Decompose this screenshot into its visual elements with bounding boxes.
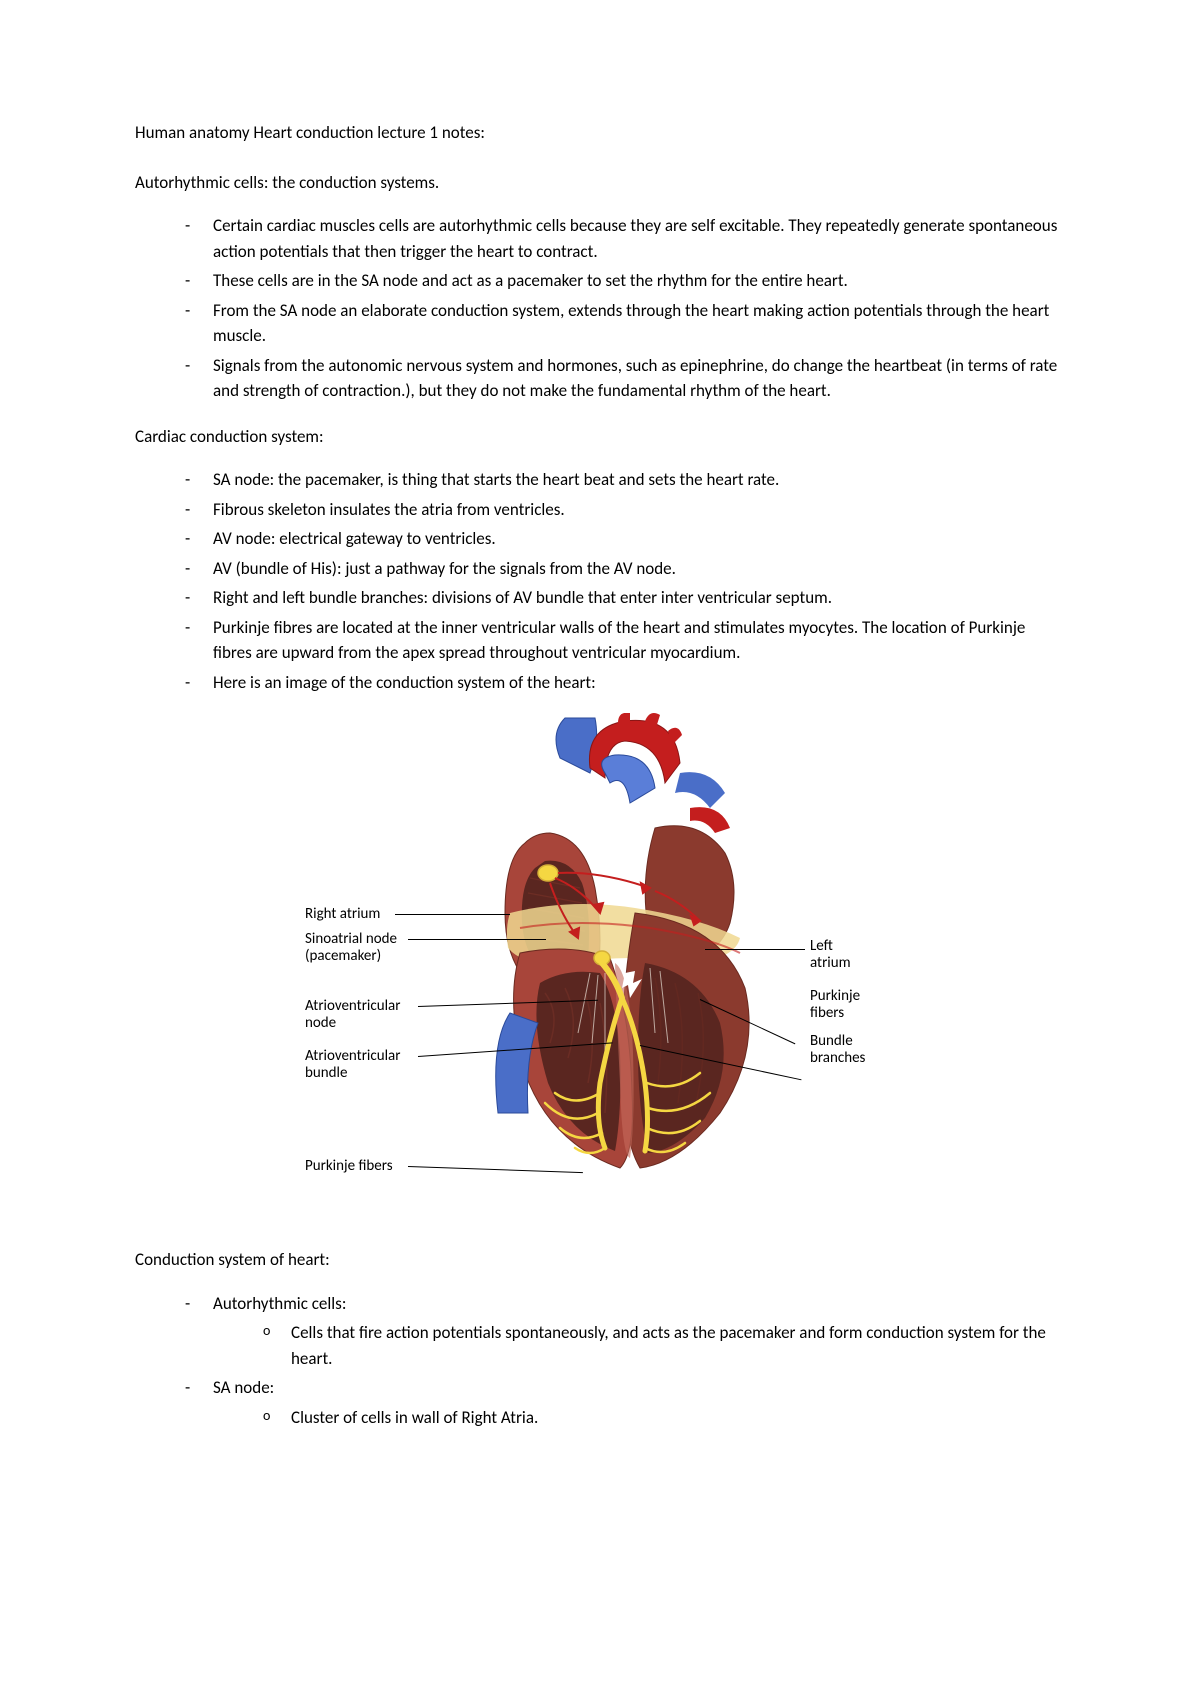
- list-item: Certain cardiac muscles cells are autorh…: [185, 213, 1065, 264]
- sublist-item: Cells that fire action potentials sponta…: [263, 1320, 1065, 1371]
- list-item: Signals from the autonomic nervous syste…: [185, 353, 1065, 404]
- diagram-label-left-atrium: Left atrium: [810, 938, 851, 973]
- leader-line: [408, 939, 546, 940]
- section3-list: Autorhythmic cells: Cells that fire acti…: [135, 1291, 1065, 1431]
- page-title: Human anatomy Heart conduction lecture 1…: [135, 120, 1065, 146]
- section2-header: Cardiac conduction system:: [135, 424, 1065, 450]
- document-page: Human anatomy Heart conduction lecture 1…: [0, 0, 1200, 1698]
- diagram-label-bundle-branches: Bundle branches: [810, 1033, 865, 1068]
- diagram-label-av-bundle: Atrioventricular bundle: [305, 1048, 400, 1083]
- section1-header: Autorhythmic cells: the conduction syste…: [135, 170, 1065, 196]
- leader-line: [395, 914, 510, 915]
- list-item: From the SA node an elaborate conduction…: [185, 298, 1065, 349]
- diagram-label-av-node: Atrioventricular node: [305, 998, 400, 1033]
- diagram-label-purkinje-right: Purkinje fibers: [810, 988, 860, 1023]
- sublist: Cluster of cells in wall of Right Atria.: [213, 1405, 1065, 1431]
- section1-list: Certain cardiac muscles cells are autorh…: [135, 213, 1065, 404]
- section2-list: SA node: the pacemaker, is thing that st…: [135, 467, 1065, 695]
- diagram-label-sa-node: Sinoatrial node (pacemaker): [305, 931, 397, 966]
- diagram-label-purkinje-left: Purkinje fibers: [305, 1158, 393, 1175]
- leader-line: [705, 949, 805, 950]
- list-item: SA node: the pacemaker, is thing that st…: [185, 467, 1065, 493]
- heart-conduction-diagram: Right atrium Sinoatrial node (pacemaker)…: [290, 713, 910, 1223]
- list-item: AV node: electrical gateway to ventricle…: [185, 526, 1065, 552]
- sublist-item: Cluster of cells in wall of Right Atria.: [263, 1405, 1065, 1431]
- list-item: Autorhythmic cells: Cells that fire acti…: [185, 1291, 1065, 1372]
- sublist: Cells that fire action potentials sponta…: [213, 1320, 1065, 1371]
- list-item: SA node: Cluster of cells in wall of Rig…: [185, 1375, 1065, 1430]
- list-item: AV (bundle of His): just a pathway for t…: [185, 556, 1065, 582]
- diagram-label-right-atrium: Right atrium: [305, 906, 380, 923]
- item-label: SA node:: [213, 1377, 274, 1398]
- list-item: Fibrous skeleton insulates the atria fro…: [185, 497, 1065, 523]
- list-item: These cells are in the SA node and act a…: [185, 268, 1065, 294]
- heart-illustration: [450, 713, 790, 1183]
- list-item: Here is an image of the conduction syste…: [185, 670, 1065, 696]
- item-label: Autorhythmic cells:: [213, 1293, 346, 1314]
- section3-header: Conduction system of heart:: [135, 1247, 1065, 1273]
- list-item: Purkinje fibres are located at the inner…: [185, 615, 1065, 666]
- list-item: Right and left bundle branches: division…: [185, 585, 1065, 611]
